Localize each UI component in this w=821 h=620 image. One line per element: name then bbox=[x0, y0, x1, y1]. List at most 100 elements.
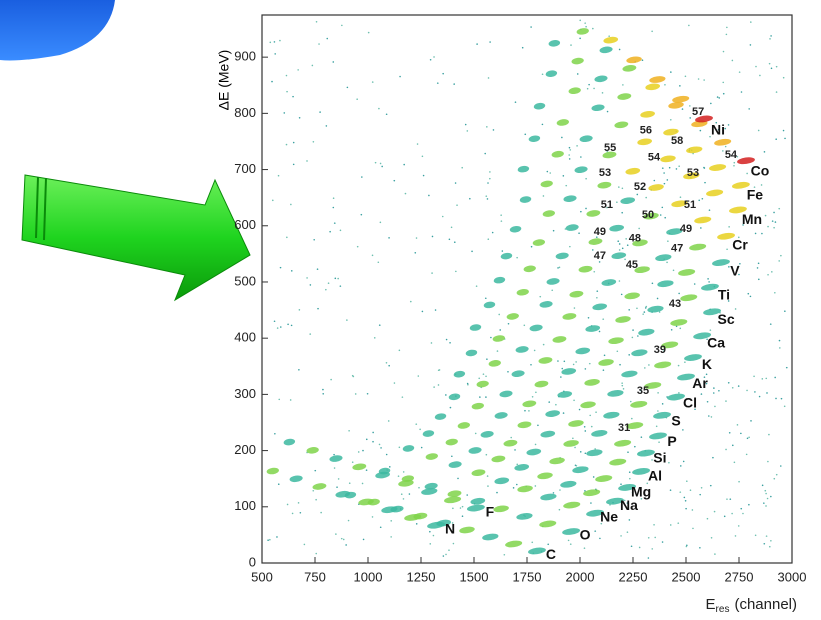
scatter-dot bbox=[448, 238, 451, 241]
scatter-dot bbox=[402, 498, 405, 500]
scatter-dot bbox=[485, 453, 488, 456]
element-label: N bbox=[445, 521, 455, 537]
event-cluster bbox=[737, 157, 755, 165]
scatter-dot bbox=[422, 174, 425, 177]
scatter-dot bbox=[729, 498, 732, 500]
scatter-dot bbox=[651, 282, 654, 285]
scatter-dot bbox=[552, 492, 555, 494]
scatter-dot bbox=[670, 71, 672, 73]
scatter-dot bbox=[404, 192, 407, 195]
scatter-dot bbox=[679, 491, 682, 493]
x-label-unit: (channel) bbox=[734, 596, 797, 613]
scatter-dot bbox=[651, 459, 653, 461]
scatter-dot bbox=[299, 511, 302, 514]
scatter-dot bbox=[617, 240, 620, 243]
scatter-dot bbox=[783, 405, 786, 408]
event-cluster bbox=[563, 440, 579, 447]
scatter-dot bbox=[381, 165, 383, 168]
scatter-dot bbox=[724, 127, 727, 130]
scatter-dot bbox=[628, 354, 630, 356]
scatter-dot bbox=[684, 75, 687, 78]
scatter-dot bbox=[679, 465, 682, 467]
scatter-dot bbox=[273, 320, 276, 323]
scatter-dot bbox=[725, 33, 728, 36]
scatter-dot bbox=[663, 182, 666, 185]
scatter-dot bbox=[780, 397, 783, 400]
scatter-dot bbox=[496, 491, 498, 494]
scatter-dot bbox=[769, 323, 772, 325]
scatter-dot bbox=[561, 136, 563, 139]
event-cluster bbox=[695, 115, 713, 123]
scatter-dot bbox=[675, 325, 678, 328]
event-cluster bbox=[654, 361, 672, 369]
x-label-subscript: res bbox=[716, 604, 730, 615]
scatter-dot bbox=[708, 415, 710, 417]
scatter-dot bbox=[631, 491, 634, 494]
scatter-dot bbox=[668, 461, 670, 464]
scatter-dot bbox=[651, 548, 654, 550]
mass-label: 52 bbox=[634, 181, 646, 193]
scatter-dot bbox=[455, 270, 457, 273]
scatter-dot bbox=[725, 448, 727, 451]
scatter-dot bbox=[679, 327, 682, 330]
scatter-dot bbox=[269, 538, 271, 541]
scatter-dot bbox=[757, 262, 760, 265]
scatter-dot bbox=[636, 193, 639, 196]
scatter-dot bbox=[516, 463, 519, 466]
scatter-dot bbox=[641, 59, 644, 62]
scatter-dot bbox=[760, 184, 763, 186]
scatter-dot bbox=[726, 26, 728, 29]
scatter-dot bbox=[320, 511, 322, 514]
event-cluster bbox=[601, 279, 617, 286]
scatter-dot bbox=[430, 342, 433, 344]
scatter-dot bbox=[333, 222, 336, 224]
scatter-dot bbox=[747, 292, 750, 295]
scatter-dot bbox=[767, 273, 769, 276]
event-cluster bbox=[617, 93, 632, 100]
scatter-dot bbox=[379, 221, 382, 224]
scatter-dot bbox=[378, 107, 380, 110]
scatter-dot bbox=[459, 507, 462, 509]
scatter-dot bbox=[366, 392, 369, 395]
scatter-dot bbox=[775, 65, 778, 68]
scatter-dot bbox=[778, 260, 780, 262]
scatter-dot bbox=[486, 475, 489, 477]
element-label: O bbox=[580, 527, 591, 543]
scatter-dot bbox=[709, 135, 711, 138]
scatter-dot bbox=[653, 179, 656, 182]
scatter-dot bbox=[388, 237, 390, 239]
scatter-dot bbox=[316, 268, 319, 270]
scatter-dot bbox=[588, 362, 591, 365]
scatter-dot bbox=[629, 400, 632, 403]
event-cluster bbox=[663, 128, 679, 136]
event-cluster bbox=[557, 391, 573, 398]
event-cluster bbox=[598, 359, 614, 366]
element-label: Ca bbox=[707, 335, 725, 351]
scatter-dot bbox=[733, 461, 736, 464]
event-cluster bbox=[643, 212, 659, 220]
scatter-dot bbox=[757, 278, 760, 281]
scatter-dot bbox=[401, 396, 404, 398]
scatter-dot bbox=[569, 245, 571, 248]
event-cluster bbox=[626, 422, 644, 429]
scatter-dot bbox=[484, 297, 487, 300]
scatter-dot bbox=[315, 21, 318, 23]
scatter-dot bbox=[667, 240, 669, 242]
scatter-dot bbox=[727, 300, 730, 302]
scatter-dot bbox=[524, 409, 526, 412]
scatter-dot bbox=[414, 251, 417, 254]
scatter-dot bbox=[580, 210, 582, 213]
scatter-dot bbox=[718, 389, 720, 392]
scatter-dot bbox=[334, 277, 337, 280]
scatter-dot bbox=[452, 542, 455, 545]
scatter-dot bbox=[594, 448, 596, 450]
scatter-dot bbox=[549, 172, 552, 174]
event-cluster bbox=[563, 195, 577, 202]
y-tick-label: 900 bbox=[234, 49, 256, 64]
scatter-dot bbox=[286, 503, 289, 506]
scatter-dot bbox=[325, 288, 327, 291]
scatter-dot bbox=[568, 158, 571, 160]
event-cluster bbox=[488, 360, 501, 367]
scatter-dot bbox=[560, 376, 562, 378]
scatter-dot bbox=[348, 430, 350, 432]
